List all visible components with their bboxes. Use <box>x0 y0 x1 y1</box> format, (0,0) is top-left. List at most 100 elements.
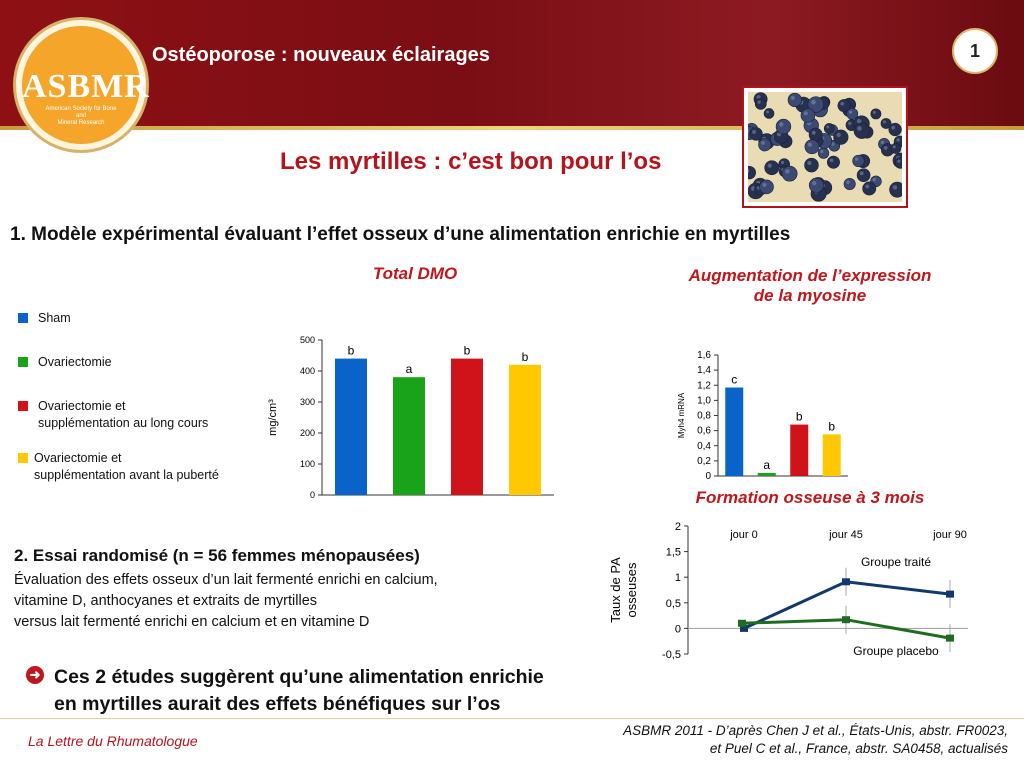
blueberry-highlight <box>854 157 859 161</box>
blueberry-highlight <box>757 100 761 104</box>
y-tick-label: -0,5 <box>662 649 681 661</box>
blueberry-highlight <box>857 126 862 131</box>
blueberry <box>754 97 767 110</box>
header-title: Ostéoporose : nouveaux éclairages <box>152 44 490 66</box>
blueberry-highlight <box>780 160 785 165</box>
blueberry <box>808 127 823 142</box>
legend-item-long-cours: Ovariectomie et supplémentation au long … <box>18 398 208 432</box>
blueberry-highlight <box>883 146 888 150</box>
blueberry-highlight <box>856 118 862 124</box>
blueberry-highlight <box>812 180 817 186</box>
bar <box>451 358 483 495</box>
blueberry-highlight <box>807 160 812 166</box>
blueberry-highlight <box>811 99 816 105</box>
series-point <box>946 634 954 642</box>
series-point <box>946 590 954 598</box>
blueberry-highlight <box>872 110 876 114</box>
blueberry-highlight <box>882 120 887 124</box>
blueberry-highlight <box>891 125 896 130</box>
y-axis-label: mg/cm³ <box>267 399 279 436</box>
blueberry <box>894 157 902 169</box>
y-tick-label: 0,5 <box>666 598 681 610</box>
page-number: 1 <box>952 28 998 74</box>
bar <box>822 434 841 476</box>
blueberry-highlight <box>859 171 864 176</box>
legend-swatch <box>18 357 28 367</box>
y-tick-label: 200 <box>300 428 315 438</box>
y-tick-label: 1,0 <box>697 395 711 406</box>
y-tick-label: 0 <box>705 471 711 482</box>
bar <box>335 358 367 495</box>
blueberry <box>764 160 780 176</box>
x-category-label: jour 0 <box>729 529 758 541</box>
bar <box>757 472 776 476</box>
legend-swatch <box>18 453 28 463</box>
myosin-chart-title: Augmentation de l’expression de la myosi… <box>688 266 932 305</box>
bar-label: b <box>522 350 529 364</box>
footer-divider <box>0 718 1024 719</box>
blueberry <box>759 179 774 195</box>
bar-label: b <box>796 410 803 424</box>
bar-label: c <box>731 373 737 387</box>
blueberry-highlight <box>829 158 834 163</box>
blueberry-highlight <box>752 130 756 134</box>
blueberry-highlight <box>748 129 750 133</box>
blueberry <box>748 165 756 180</box>
blueberry-highlight <box>892 145 896 149</box>
blueberry-highlight <box>790 95 795 100</box>
blueberry <box>846 107 859 120</box>
blueberry <box>843 177 856 190</box>
series-point <box>740 624 748 632</box>
y-tick-label: 2 <box>675 521 681 533</box>
blueberry <box>763 108 775 119</box>
blueberry <box>787 92 802 108</box>
bar-label: a <box>406 362 413 376</box>
blueberry <box>890 143 902 154</box>
dmo-chart-title: Total DMO <box>372 264 458 283</box>
blueberry-highlight <box>836 132 841 138</box>
blueberry-highlight <box>761 141 765 145</box>
blueberry-highlight <box>785 169 790 174</box>
blueberry-highlight <box>779 122 784 127</box>
legend-swatch <box>18 401 28 411</box>
slide-title: Les myrtilles : c’est bon pour l’os <box>280 148 662 175</box>
section1-heading: 1. Modèle expérimental évaluant l’effet … <box>10 224 791 245</box>
y-tick-label: 0,2 <box>697 456 711 467</box>
bar <box>509 364 541 495</box>
series-point <box>842 616 850 624</box>
blueberry <box>856 168 871 183</box>
y-tick-label: 0,8 <box>697 411 711 422</box>
y-tick-label: 100 <box>300 459 315 469</box>
bar <box>725 387 744 476</box>
blueberry <box>826 155 840 169</box>
blueberry <box>749 127 763 141</box>
blueberry-highlight <box>820 149 824 154</box>
blueberry-highlight <box>848 121 852 126</box>
bar-label: a <box>763 458 770 472</box>
asbmr-logo: ASBMR American Society for Bone and Mine… <box>16 20 150 150</box>
blueberry <box>880 118 892 129</box>
y-axis-label-line2: osseuses <box>624 562 639 617</box>
x-category-label: jour 45 <box>828 529 863 541</box>
blueberry-highlight <box>840 101 845 106</box>
y-tick-label: 1,2 <box>697 380 711 391</box>
blueberry <box>758 138 772 152</box>
bar <box>790 424 809 476</box>
y-tick-label: 0 <box>310 490 315 500</box>
blueberry <box>889 181 902 198</box>
blueberry-highlight <box>826 125 830 129</box>
footer-reference: ASBMR 2011 - D’après Chen J et al., État… <box>623 723 1008 756</box>
blueberry-highlight <box>846 180 850 184</box>
legend-item-ovariectomie: Ovariectomie <box>18 354 112 371</box>
y-tick-label: 1 <box>675 572 681 584</box>
blueberry-highlight <box>807 142 813 147</box>
logo-text: ASBMR <box>22 68 150 105</box>
blueberries-photo <box>742 86 908 208</box>
y-tick-label: 400 <box>300 366 315 376</box>
formation-chart: -0,5 0 0,5 1 1,5 2 Taux de PA osseuses jour 0 jou… <box>608 521 968 661</box>
conclusion: ➜ Ces 2 études suggèrent qu’une alimenta… <box>26 664 544 718</box>
bar-label: b <box>348 344 355 358</box>
x-category-label: jour 90 <box>932 529 967 541</box>
blueberry-highlight <box>767 163 772 168</box>
blueberry <box>800 108 816 123</box>
